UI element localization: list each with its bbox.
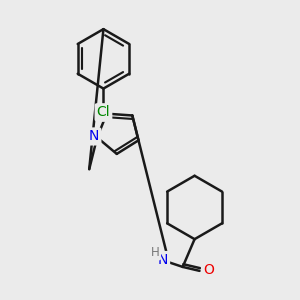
Text: N: N xyxy=(98,106,108,120)
Text: O: O xyxy=(203,263,214,277)
Text: N: N xyxy=(158,253,168,267)
Text: Cl: Cl xyxy=(97,105,110,119)
Text: H: H xyxy=(151,245,159,259)
Text: N: N xyxy=(89,129,99,143)
